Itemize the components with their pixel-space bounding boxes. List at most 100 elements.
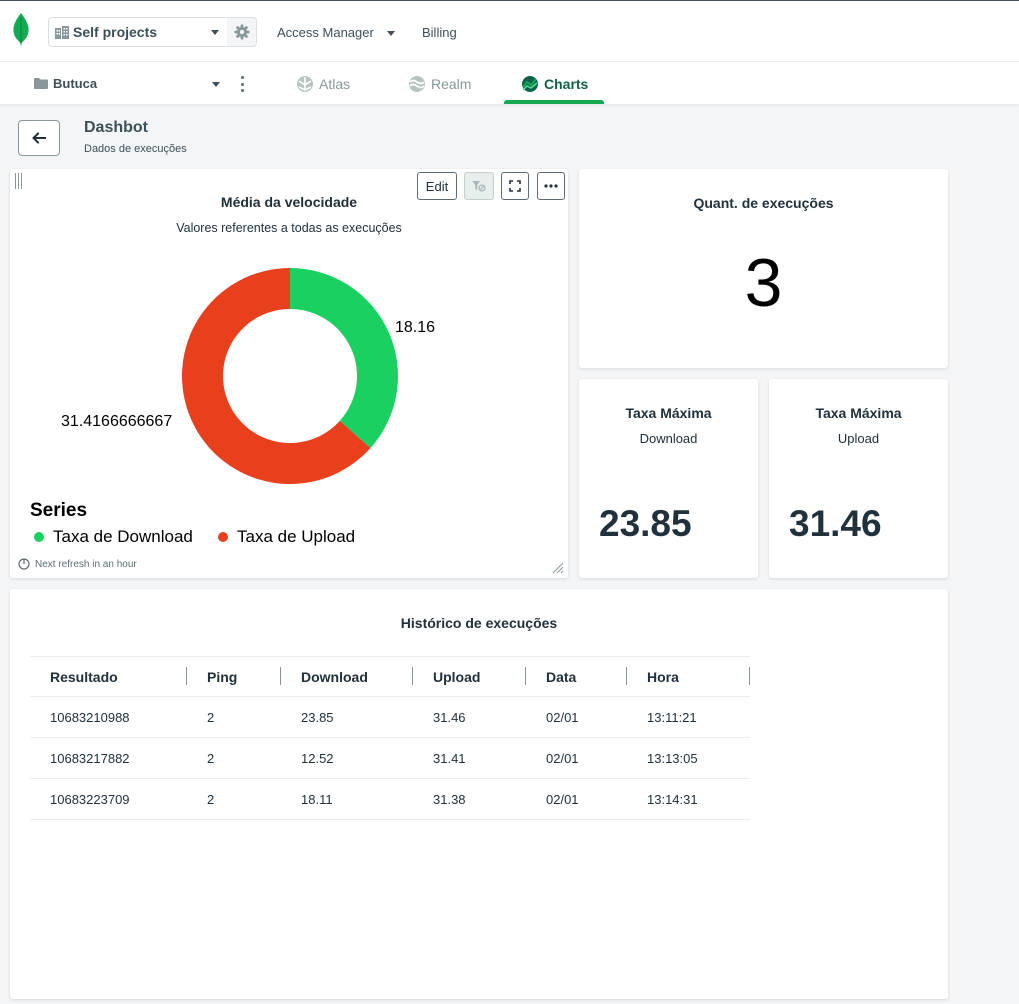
column-header-data[interactable]: Data: [526, 656, 627, 697]
back-button[interactable]: [18, 120, 60, 156]
building-icon: [55, 25, 69, 39]
column-header-hora[interactable]: Hora: [627, 656, 750, 697]
access-manager-menu[interactable]: Access Manager: [277, 25, 396, 40]
legend-dot-upload: [218, 532, 228, 542]
donut-slice-download[interactable]: [290, 268, 398, 449]
folder-icon: [34, 78, 48, 89]
gear-icon: [234, 24, 249, 40]
cell-hora: 13:13:05: [627, 737, 750, 779]
dashboard-title: Dashbot: [84, 119, 148, 136]
count-card-title: Quant. de execuções: [693, 195, 834, 211]
max-download-value: 23.85: [599, 503, 692, 544]
chart-subtitle: Valores referentes a todas as execuções: [176, 221, 402, 235]
max-download-subtitle: Download: [639, 431, 698, 446]
cell-hora: 13:14:31: [627, 778, 750, 820]
top-bar: Self projects Access Manager Billing: [0, 0, 1019, 62]
tab-realm[interactable]: Realm: [408, 62, 471, 105]
mongodb-leaf-icon[interactable]: [12, 13, 30, 47]
edit-button[interactable]: Edit: [417, 172, 457, 200]
project-settings-button[interactable]: [227, 17, 257, 47]
tab-atlas[interactable]: Atlas: [296, 62, 350, 105]
column-header-download[interactable]: Download: [281, 656, 413, 697]
resize-handle-icon[interactable]: [550, 560, 564, 574]
legend-label-download: Taxa de Download: [53, 527, 193, 546]
cell-hora: 13:11:21: [627, 696, 750, 738]
column-header-upload[interactable]: Upload: [413, 656, 526, 697]
cell-download: 18.11: [281, 778, 413, 820]
cell-data: 02/01: [526, 778, 627, 820]
chevron-down-icon[interactable]: [212, 82, 220, 87]
cell-upload: 31.46: [413, 696, 526, 738]
history-table: Resultado Ping Download Upload Data Hora…: [30, 656, 750, 820]
chart-title: Média da velocidade: [220, 194, 358, 210]
billing-link[interactable]: Billing: [422, 25, 457, 40]
max-upload-subtitle: Upload: [837, 431, 880, 446]
billing-label: Billing: [422, 25, 457, 40]
column-header-ping[interactable]: Ping: [187, 656, 281, 697]
charts-icon: [522, 75, 538, 92]
table-header-row: Resultado Ping Download Upload Data Hora: [30, 656, 750, 697]
cell-resultado: 10683210988: [30, 696, 187, 738]
donut-label-download: 18.16: [395, 319, 436, 336]
max-upload-value: 31.46: [789, 503, 882, 544]
dashboard-subtitle: Dados de execuções: [84, 143, 187, 155]
max-upload-title: Taxa Máxima: [815, 405, 902, 421]
access-manager-label: Access Manager: [277, 25, 374, 40]
active-tab-indicator: [504, 100, 604, 104]
fullscreen-icon: [509, 180, 521, 192]
organization-select[interactable]: Butuca: [34, 76, 97, 91]
table-row: 10683223709 2 18.11 31.38 02/01 13:14:31: [30, 778, 750, 820]
donut-chart: [181, 268, 398, 484]
chevron-down-icon: [211, 30, 219, 35]
ellipsis-icon: [544, 184, 558, 188]
edit-label: Edit: [425, 178, 449, 194]
legend-item-upload[interactable]: Taxa de Upload: [218, 527, 355, 547]
refresh-text: Next refresh in an hour: [35, 558, 137, 570]
column-header-resultado[interactable]: Resultado: [30, 656, 187, 697]
legend-title: Series: [30, 500, 88, 521]
organization-menu-button[interactable]: [240, 76, 244, 92]
nav-bar: Butuca Atlas Realm Charts: [0, 62, 1019, 105]
max-download-card: Taxa Máxima Download 23.85: [579, 379, 758, 578]
cell-resultado: 10683217882: [30, 737, 187, 779]
cell-ping: 2: [187, 778, 281, 820]
tab-charts-label: Charts: [544, 75, 589, 92]
legend-item-download[interactable]: Taxa de Download: [34, 527, 193, 547]
count-value: 3: [744, 245, 783, 321]
history-table-card: Histórico de execuções Resultado Ping Do…: [10, 589, 948, 999]
refresh-status: Next refresh in an hour: [18, 558, 137, 570]
drag-handle-icon[interactable]: [14, 173, 24, 189]
fullscreen-button[interactable]: [501, 172, 529, 200]
history-table-title: Histórico de execuções: [400, 615, 558, 631]
tab-realm-label: Realm: [431, 75, 472, 92]
cell-download: 12.52: [281, 737, 413, 779]
donut-slice-upload[interactable]: [181, 268, 371, 484]
tab-charts[interactable]: Charts: [521, 62, 588, 105]
chevron-down-icon: [387, 31, 396, 37]
atlas-icon: [297, 75, 313, 92]
execution-count-card: Quant. de execuções 3: [579, 169, 948, 368]
organization-name: Butuca: [53, 76, 98, 91]
legend-label-upload: Taxa de Upload: [237, 527, 356, 546]
project-name: Self projects: [73, 24, 158, 40]
cell-ping: 2: [187, 696, 281, 738]
tab-atlas-label: Atlas: [319, 75, 351, 92]
legend-dot-download: [34, 532, 44, 542]
arrow-left-icon: [32, 132, 46, 144]
filter-button[interactable]: [464, 172, 494, 200]
cell-download: 23.85: [281, 696, 413, 738]
max-upload-card: Taxa Máxima Upload 31.46: [769, 379, 948, 578]
donut-label-upload: 31.4166666667: [61, 413, 173, 430]
cell-upload: 31.38: [413, 778, 526, 820]
cell-ping: 2: [187, 737, 281, 779]
cell-upload: 31.41: [413, 737, 526, 779]
more-options-button[interactable]: [537, 172, 565, 200]
project-select[interactable]: Self projects: [48, 17, 228, 47]
cell-data: 02/01: [526, 737, 627, 779]
cell-data: 02/01: [526, 696, 627, 738]
max-download-title: Taxa Máxima: [625, 405, 712, 421]
table-row: 10683217882 2 12.52 31.41 02/01 13:13:05: [30, 737, 750, 779]
filter-off-icon: [472, 181, 486, 192]
donut-chart-card: Edit Média da velocidade Valores referen…: [10, 169, 568, 578]
clock-icon: [18, 558, 30, 570]
